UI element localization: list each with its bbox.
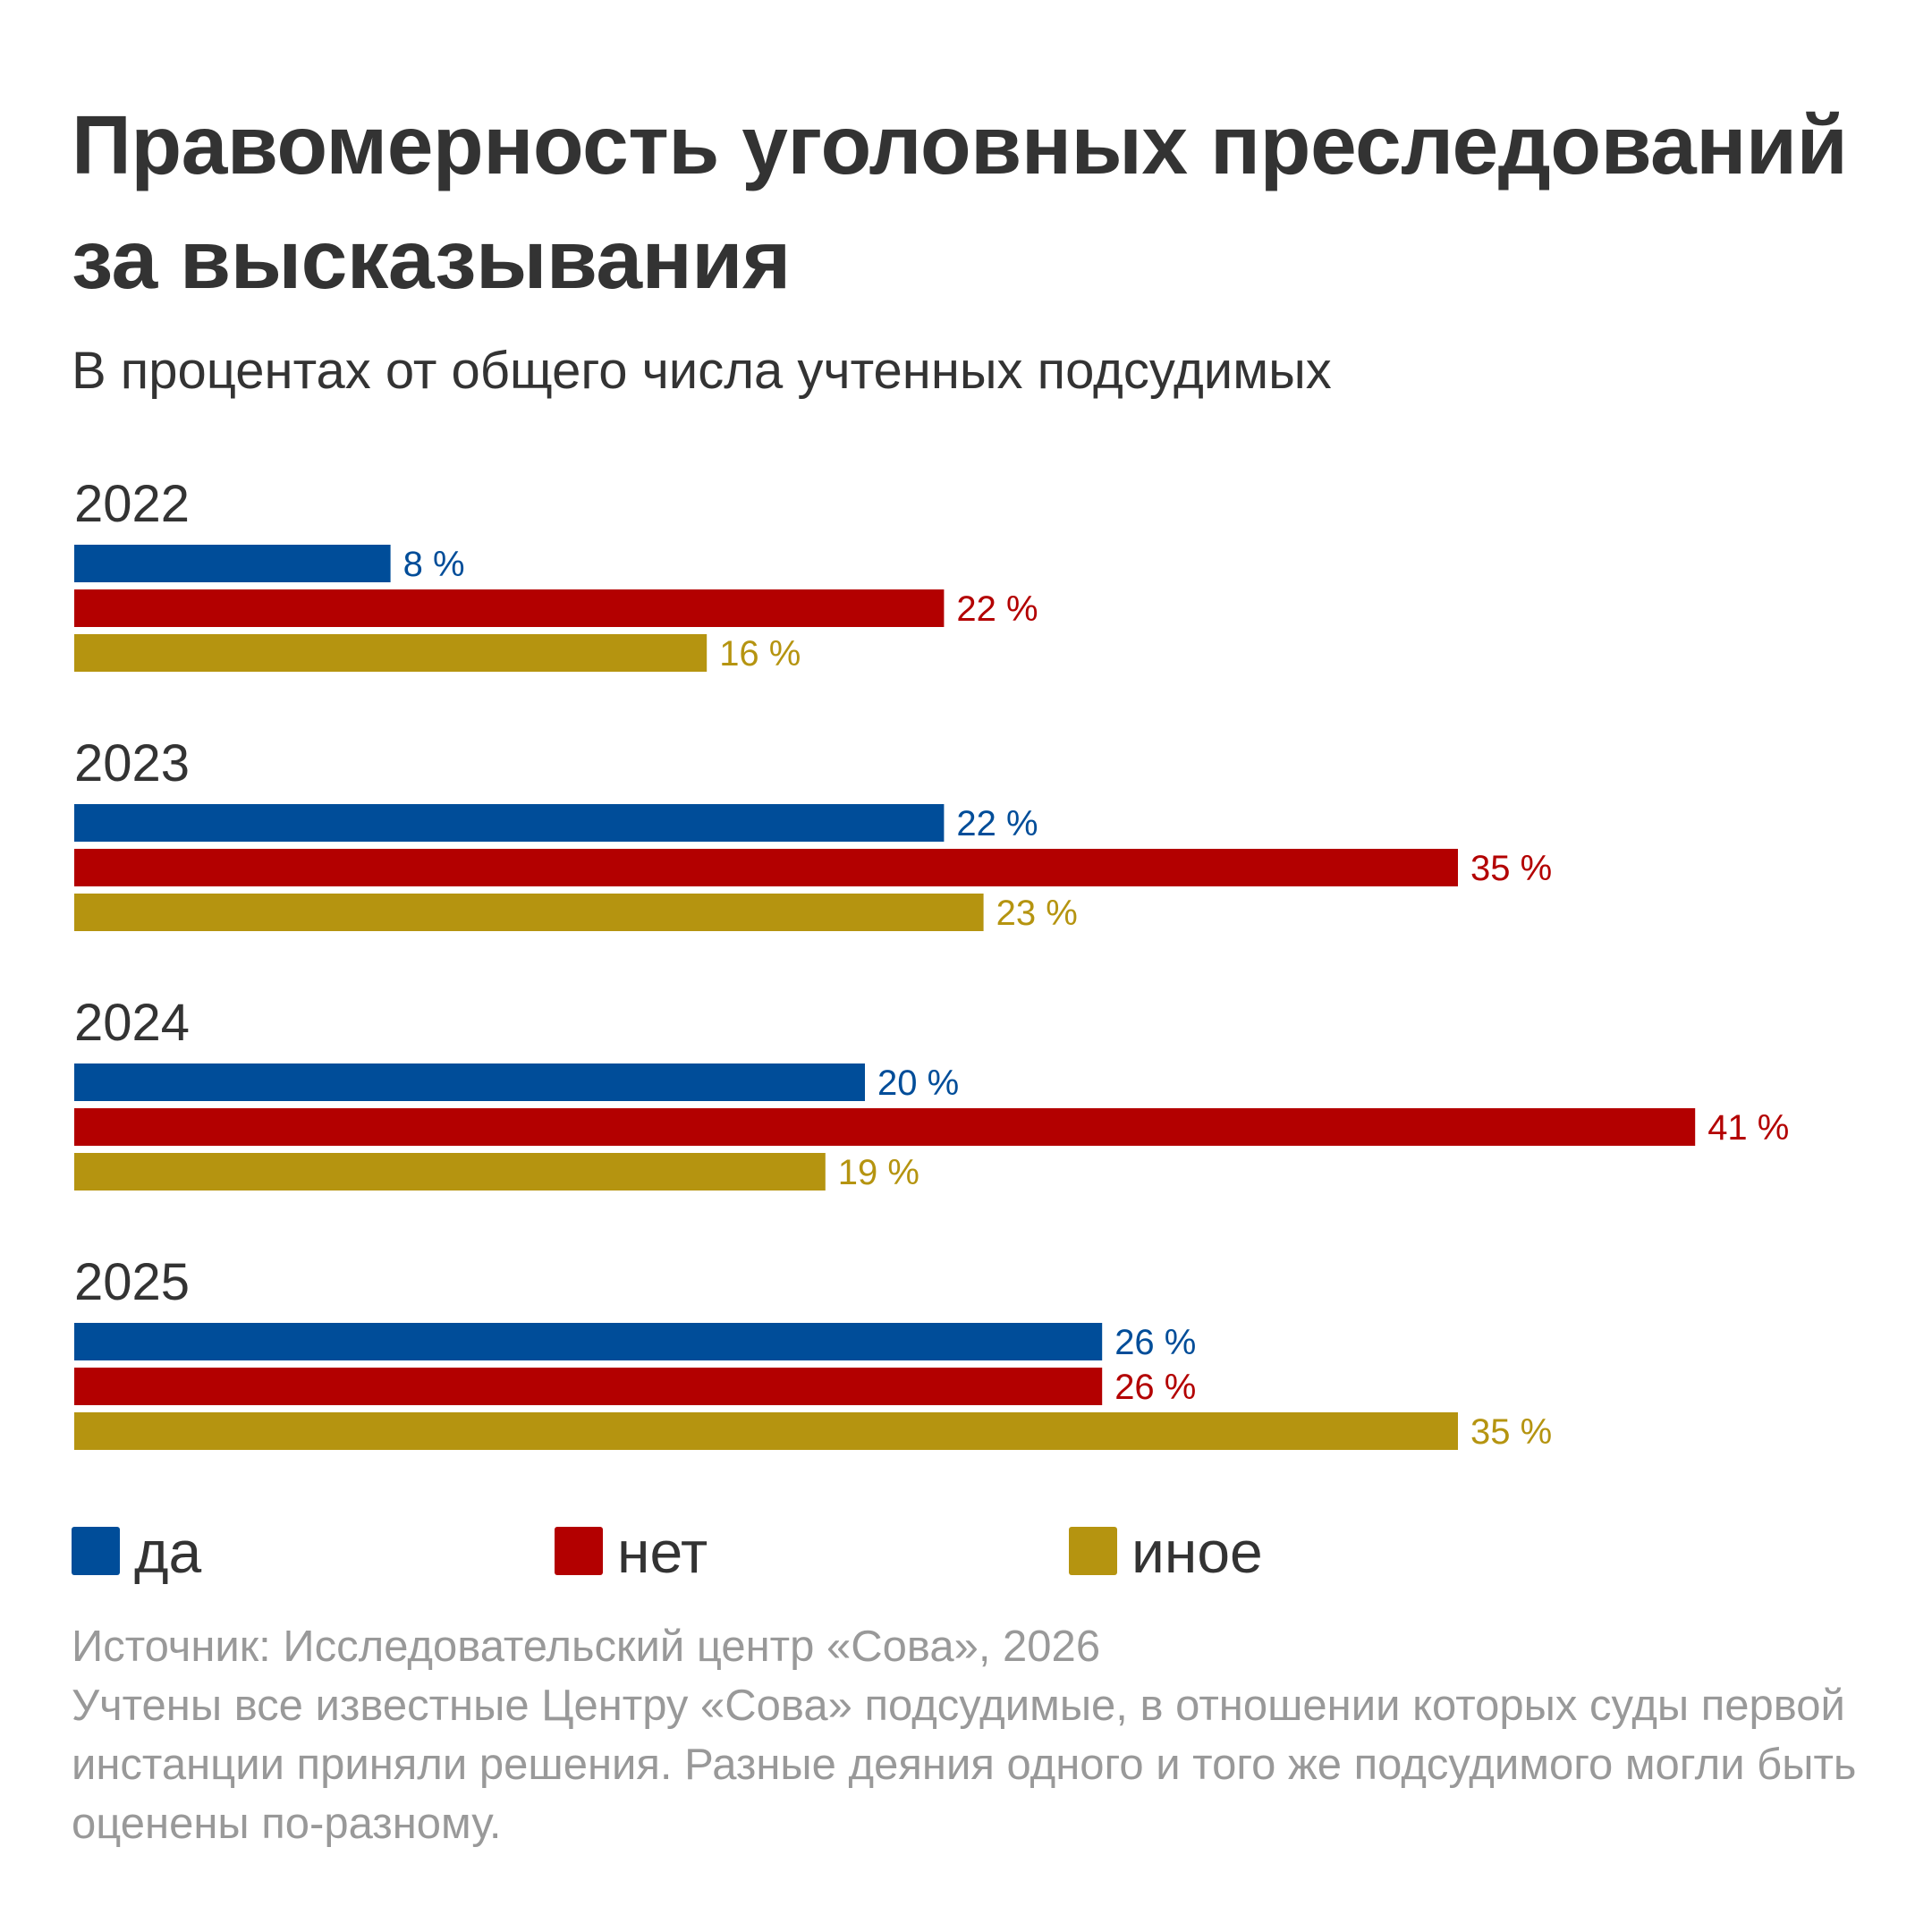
category-label-2025: 2025	[74, 1253, 190, 1311]
bar-2022-no	[74, 589, 945, 627]
data-label-2022-yes: 8 %	[403, 545, 465, 584]
bar-2025-yes	[74, 1323, 1103, 1360]
bar-2023-no	[74, 849, 1458, 886]
data-label-2024-no: 41 %	[1707, 1108, 1789, 1148]
data-label-2023-other: 23 %	[996, 894, 1078, 933]
source-note: Источник: Исследовательский центр «Сова»…	[72, 1623, 1101, 1671]
bar-2023-other	[74, 894, 984, 931]
bar-2024-no	[74, 1108, 1696, 1146]
category-label-2024: 2024	[74, 994, 190, 1052]
data-label-2023-yes: 22 %	[956, 804, 1038, 843]
bar-2023-yes	[74, 804, 945, 842]
legend-swatch-other	[1069, 1527, 1117, 1575]
data-label-2024-yes: 20 %	[877, 1063, 959, 1103]
bar-2022-other	[74, 634, 708, 672]
methodology-note: Учтены все известные Центру «Сова» подсу…	[72, 1682, 1857, 1848]
category-label-2023: 2023	[74, 734, 190, 792]
data-label-2025-other: 35 %	[1470, 1412, 1552, 1452]
data-label-2024-other: 19 %	[838, 1153, 919, 1192]
bar-2025-no	[74, 1368, 1103, 1405]
bar-2022-yes	[74, 545, 391, 582]
bar-2024-yes	[74, 1063, 865, 1101]
bar-chart: 2022 8 % 22 % 16 % 2023 22 % 35 % 23 % 2024 20 % 4…	[74, 475, 1789, 1452]
legend-label-no: нет	[617, 1519, 708, 1585]
legend-swatch-yes	[72, 1527, 120, 1575]
data-label-2022-no: 22 %	[956, 589, 1038, 629]
chart-subtitle: В процентах от общего числа учтенных под…	[72, 342, 1332, 400]
chart-title: Правомерность уголовных преследований за…	[72, 98, 1848, 306]
data-label-2022-other: 16 %	[719, 634, 801, 674]
legend-swatch-no	[555, 1527, 603, 1575]
data-label-2023-no: 35 %	[1470, 849, 1552, 888]
category-label-2022: 2022	[74, 475, 190, 533]
chart-footer: Источник: Исследовательский центр «Сова»…	[72, 1617, 1878, 1853]
data-label-2025-no: 26 %	[1114, 1368, 1196, 1407]
data-label-2025-yes: 26 %	[1114, 1323, 1196, 1362]
legend: да нет иное	[72, 1516, 1860, 1588]
legend-label-other: иное	[1131, 1519, 1263, 1585]
legend-label-yes: да	[134, 1519, 202, 1585]
bar-2025-other	[74, 1412, 1458, 1450]
bar-2024-other	[74, 1153, 826, 1191]
